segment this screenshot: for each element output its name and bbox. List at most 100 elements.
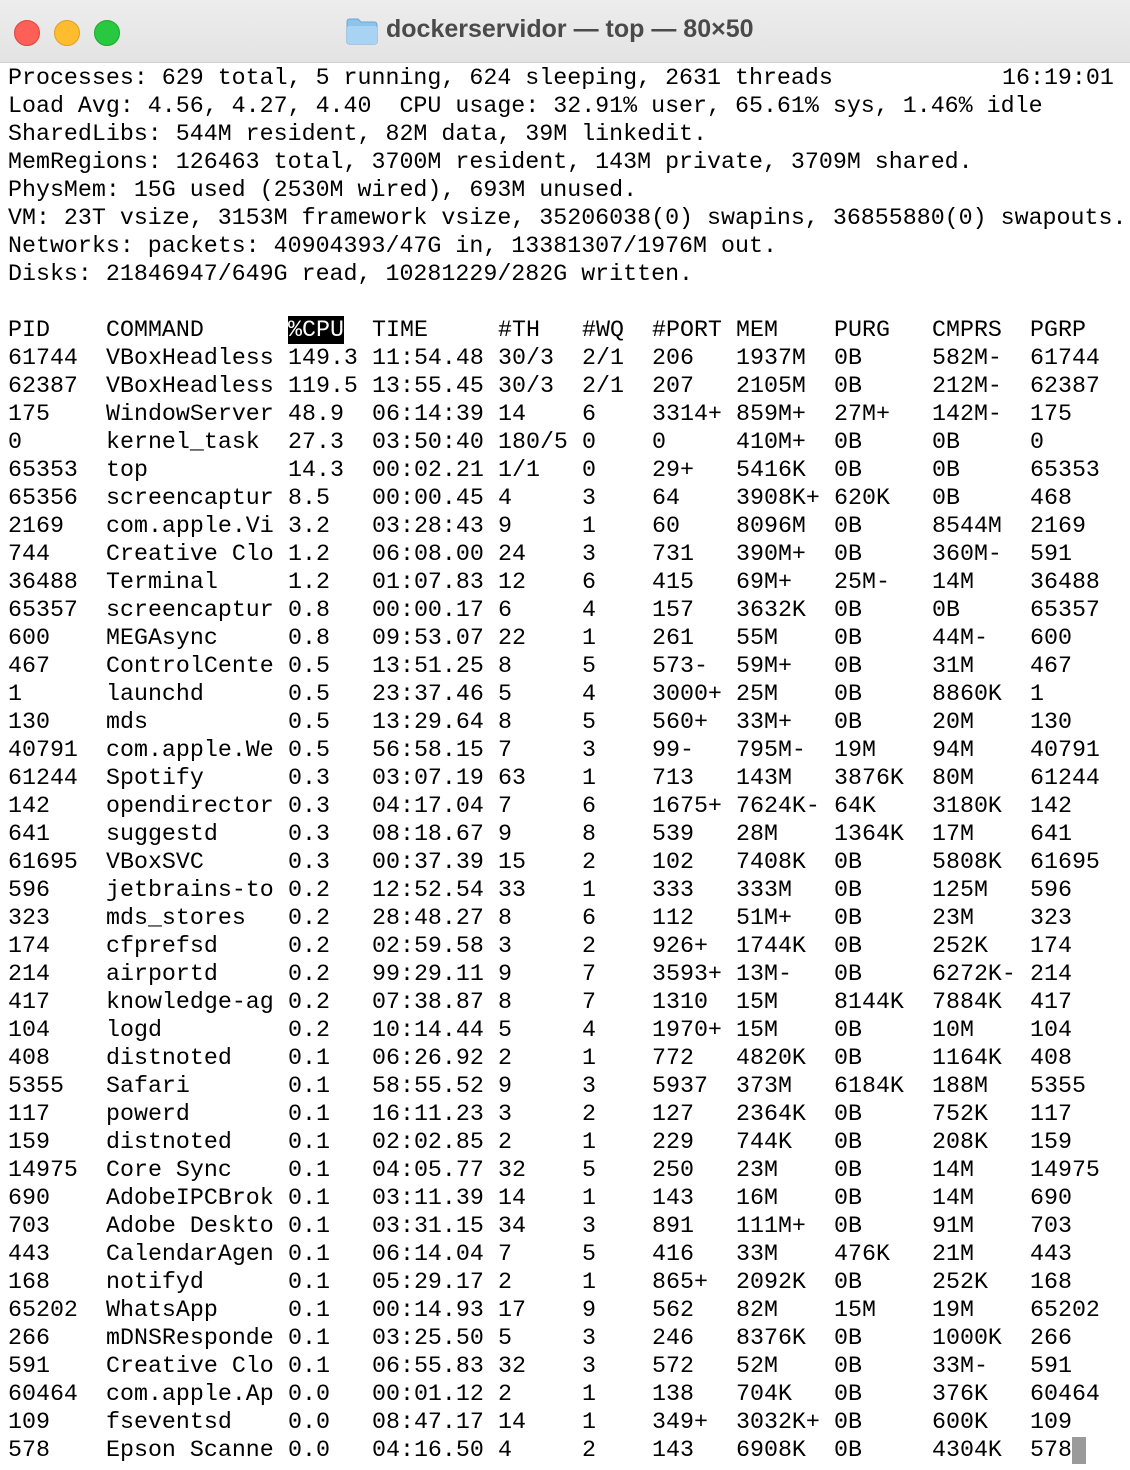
table-cell: 06:55.83 [372, 1353, 484, 1379]
zoom-button[interactable] [94, 20, 120, 46]
table-cell: 6908K [736, 1437, 806, 1463]
table-cell: 591 [1030, 541, 1072, 567]
column-header: PURG [834, 317, 890, 343]
table-cell: 117 [1030, 1101, 1072, 1127]
table-cell: 1 [582, 1269, 596, 1295]
table-cell: 25M [736, 681, 778, 707]
table-cell: 2/1 [582, 373, 624, 399]
table-cell: 157 [652, 597, 694, 623]
table-cell: cfprefsd [106, 933, 218, 959]
table-cell: 859M+ [736, 401, 806, 427]
table-cell: 591 [8, 1353, 50, 1379]
table-cell: 8860K [932, 681, 1002, 707]
table-cell: 13:29.64 [372, 709, 484, 735]
table-cell: 125M [932, 877, 988, 903]
table-cell: opendirector [106, 793, 274, 819]
table-cell: 00:01.12 [372, 1381, 484, 1407]
table-cell: 16M [736, 1185, 778, 1211]
table-cell: com.apple.Ap [106, 1381, 274, 1407]
table-cell: 744 [8, 541, 50, 567]
table-cell: 1164K [932, 1045, 1002, 1071]
table-cell: 65353 [8, 457, 78, 483]
table-cell: 1675+ [652, 793, 722, 819]
table-cell: 03:25.50 [372, 1325, 484, 1351]
table-cell: 1 [1030, 681, 1044, 707]
table-cell: Epson Scanne [106, 1437, 274, 1463]
table-cell: 5416K [736, 457, 806, 483]
table-cell: 5 [498, 1325, 512, 1351]
table-cell: 703 [8, 1213, 50, 1239]
table-cell: 1 [582, 877, 596, 903]
table-cell: 0B [834, 961, 862, 987]
table-cell: 20M [932, 709, 974, 735]
table-cell: 6 [582, 905, 596, 931]
table-cell: 8096M [736, 513, 806, 539]
table-cell: 795M- [736, 737, 806, 763]
table-cell: com.apple.Vi [106, 513, 274, 539]
table-cell: 07:38.87 [372, 989, 484, 1015]
table-cell: 2 [582, 849, 596, 875]
table-cell: 468 [1030, 485, 1072, 511]
table-cell: 0B [834, 1101, 862, 1127]
table-cell: 33 [498, 877, 526, 903]
table-cell: kernel_task [106, 429, 260, 455]
table-cell: Core Sync [106, 1157, 232, 1183]
table-cell: Spotify [106, 765, 204, 791]
table-cell: 600 [8, 625, 50, 651]
table-cell: 6 [582, 401, 596, 427]
table-cell: 333 [652, 877, 694, 903]
table-cell: 34 [498, 1213, 526, 1239]
table-cell: 58:55.52 [372, 1073, 484, 1099]
table-cell: 9 [498, 961, 512, 987]
minimize-button[interactable] [54, 20, 80, 46]
column-header: MEM [736, 317, 778, 343]
table-cell: 1 [582, 625, 596, 651]
table-cell: 9 [498, 1073, 512, 1099]
table-cell: 0.5 [288, 737, 330, 763]
table-cell: 14M [932, 1185, 974, 1211]
table-cell: 19M [834, 737, 876, 763]
table-cell: 229 [652, 1129, 694, 1155]
table-cell: 65353 [1030, 457, 1100, 483]
table-cell: 0B [834, 1325, 862, 1351]
table-cell: 690 [1030, 1185, 1072, 1211]
table-cell: 04:16.50 [372, 1437, 484, 1463]
table-cell: 69M+ [736, 569, 792, 595]
table-cell: 408 [8, 1045, 50, 1071]
table-cell: 03:11.39 [372, 1185, 484, 1211]
table-cell: 05:29.17 [372, 1269, 484, 1295]
table-cell: 0.5 [288, 709, 330, 735]
table-cell: 0.1 [288, 1269, 330, 1295]
table-cell: notifyd [106, 1269, 204, 1295]
table-cell: 1970+ [652, 1017, 722, 1043]
table-cell: 3632K [736, 597, 806, 623]
table-cell: 4 [498, 485, 512, 511]
table-cell: 2 [582, 1437, 596, 1463]
table-cell: 582M- [932, 345, 1002, 371]
table-cell: 1 [8, 681, 22, 707]
table-cell: 2169 [1030, 513, 1086, 539]
table-cell: 926+ [652, 933, 708, 959]
table-cell: 323 [8, 905, 50, 931]
table-cell: 65357 [8, 597, 78, 623]
table-cell: 3 [582, 485, 596, 511]
close-button[interactable] [14, 20, 40, 46]
table-cell: 04:05.77 [372, 1157, 484, 1183]
table-cell: fseventsd [106, 1409, 232, 1435]
table-cell: 266 [8, 1325, 50, 1351]
table-cell: screencaptur [106, 597, 274, 623]
table-cell: 1364K [834, 821, 904, 847]
table-cell: 5 [582, 653, 596, 679]
table-cell: 208K [932, 1129, 988, 1155]
table-cell: 99:29.11 [372, 961, 484, 987]
table-cell: 416 [652, 1241, 694, 1267]
table-cell: 65357 [1030, 597, 1100, 623]
table-cell: 7 [498, 793, 512, 819]
table-cell: 703 [1030, 1213, 1072, 1239]
table-cell: 443 [8, 1241, 50, 1267]
table-cell: 0.1 [288, 1297, 330, 1323]
table-cell: 143 [652, 1185, 694, 1211]
table-cell: 408 [1030, 1045, 1072, 1071]
table-cell: 206 [652, 345, 694, 371]
